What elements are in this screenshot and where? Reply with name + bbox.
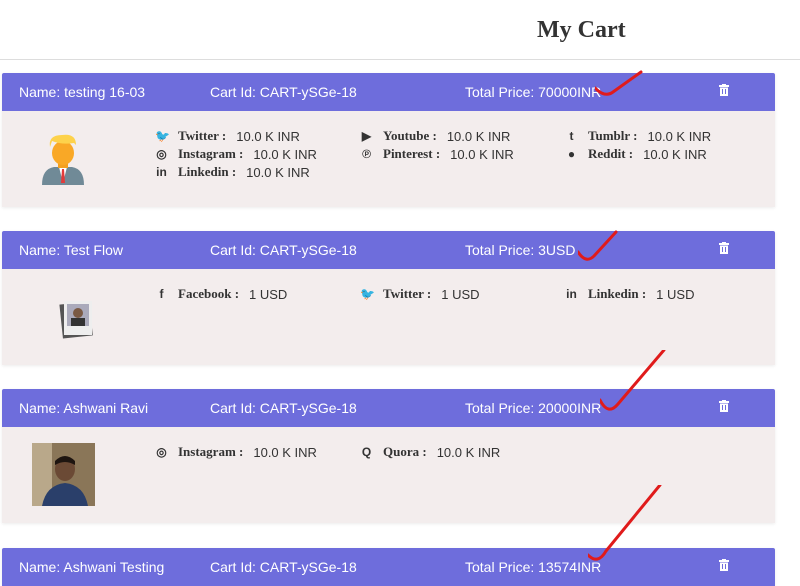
item-value: 10.0 K INR bbox=[246, 164, 310, 180]
cart-body: 🐦 Twitter : 10.0 K INR ◎ Instagram : 10.… bbox=[2, 111, 775, 207]
cart-item: ▶ Youtube : 10.0 K INR bbox=[360, 128, 511, 144]
cart-name: Name: Ashwani Testing bbox=[19, 559, 165, 575]
cart-item: in Linkedin : 10.0 K INR bbox=[155, 164, 310, 180]
facebook-icon: f bbox=[159, 286, 164, 301]
trash-icon[interactable] bbox=[719, 84, 729, 96]
youtube-icon: ▶ bbox=[361, 128, 372, 143]
cart-id: Cart Id: CART-ySGe-18 bbox=[210, 559, 357, 575]
cart-item: Q Quora : 10.0 K INR bbox=[360, 444, 500, 460]
cart-name: Name: Test Flow bbox=[19, 242, 123, 258]
instagram-icon: ◎ bbox=[156, 146, 167, 161]
item-label: Tumblr : bbox=[588, 128, 638, 143]
cart-card: Name: Ashwani Testing Cart Id: CART-ySGe… bbox=[2, 548, 775, 586]
item-label: Instagram : bbox=[178, 146, 244, 161]
item-label: Linkedin : bbox=[178, 164, 237, 179]
cart-item: 🐦 Twitter : 10.0 K INR bbox=[155, 128, 300, 144]
twitter-icon: 🐦 bbox=[360, 286, 375, 301]
cart-item: ℗ Pinterest : 10.0 K INR bbox=[360, 146, 514, 162]
item-label: Quora : bbox=[383, 444, 427, 459]
cart-item: f Facebook : 1 USD bbox=[155, 286, 288, 302]
item-value: 10.0 K INR bbox=[446, 128, 511, 144]
top-bar: My Cart bbox=[0, 0, 800, 60]
item-value: 10.0 K INR bbox=[450, 146, 514, 162]
instagram-icon: ◎ bbox=[156, 444, 167, 459]
cart-total-price: Total Price: 70000INR bbox=[465, 84, 602, 100]
cart-body: ◎ Instagram : 10.0 K INR Q Quora : 10.0 … bbox=[2, 427, 775, 523]
item-value: 1 USD bbox=[656, 286, 695, 302]
trash-icon[interactable] bbox=[719, 559, 729, 571]
item-value: 10.0 K INR bbox=[236, 128, 300, 144]
cart-total-price: Total Price: 13574INR bbox=[465, 559, 602, 575]
item-value: 1 USD bbox=[441, 286, 480, 302]
cart-item: ◎ Instagram : 10.0 K INR bbox=[155, 444, 317, 460]
item-value: 10.0 K INR bbox=[647, 128, 712, 144]
cart-header: Name: testing 16-03 Cart Id: CART-ySGe-1… bbox=[2, 73, 775, 111]
cart-item: in Linkedin : 1 USD bbox=[565, 286, 694, 302]
trash-icon[interactable] bbox=[719, 400, 729, 412]
cart-item: ◎ Instagram : 10.0 K INR bbox=[155, 146, 317, 162]
item-label: Facebook : bbox=[178, 286, 240, 301]
cart-card: Name: Ashwani Ravi Cart Id: CART-ySGe-18… bbox=[2, 389, 775, 523]
item-label: Twitter : bbox=[178, 128, 227, 143]
cart-item: 🐦 Twitter : 1 USD bbox=[360, 286, 480, 302]
item-label: Instagram : bbox=[178, 444, 244, 459]
cart-name: Name: testing 16-03 bbox=[19, 84, 146, 100]
photo-avatar bbox=[59, 301, 93, 339]
cart-card: Name: Test Flow Cart Id: CART-ySGe-18 To… bbox=[2, 231, 775, 365]
cart-item: ● Reddit : 10.0 K INR bbox=[565, 146, 707, 162]
quora-icon: Q bbox=[361, 444, 372, 459]
cart-card: Name: testing 16-03 Cart Id: CART-ySGe-1… bbox=[2, 73, 775, 207]
item-value: 10.0 K INR bbox=[253, 444, 317, 460]
cart-header: Name: Test Flow Cart Id: CART-ySGe-18 To… bbox=[2, 231, 775, 269]
cart-header: Name: Ashwani Testing Cart Id: CART-ySGe… bbox=[2, 548, 775, 586]
linkedin-icon: in bbox=[156, 164, 167, 179]
reddit-icon: ● bbox=[567, 146, 576, 161]
cartoon-man-avatar bbox=[42, 134, 84, 185]
item-label: Pinterest : bbox=[383, 146, 441, 161]
item-value: 1 USD bbox=[249, 286, 288, 302]
twitter-icon: 🐦 bbox=[155, 128, 170, 143]
page-title: My Cart bbox=[537, 17, 626, 43]
cart-id: Cart Id: CART-ySGe-18 bbox=[210, 242, 357, 258]
item-label: Linkedin : bbox=[588, 286, 647, 301]
item-value: 10.0 K INR bbox=[436, 444, 501, 460]
pinterest-icon: ℗ bbox=[362, 146, 371, 161]
item-value: 10.0 K INR bbox=[643, 146, 707, 162]
photo-avatar bbox=[32, 443, 95, 506]
cart-total-price: Total Price: 20000INR bbox=[465, 400, 602, 416]
cart-id: Cart Id: CART-ySGe-18 bbox=[210, 400, 357, 416]
cart-total-price: Total Price: 3USD bbox=[465, 242, 576, 258]
cart-name: Name: Ashwani Ravi bbox=[19, 400, 149, 416]
item-label: Youtube : bbox=[383, 128, 437, 143]
cart-id: Cart Id: CART-ySGe-18 bbox=[210, 84, 357, 100]
cart-item: t Tumblr : 10.0 K INR bbox=[565, 128, 712, 144]
item-value: 10.0 K INR bbox=[253, 146, 317, 162]
item-label: Twitter : bbox=[383, 286, 432, 301]
linkedin-icon: in bbox=[566, 286, 577, 301]
cart-body: f Facebook : 1 USD 🐦 Twitter : 1 USD in … bbox=[2, 269, 775, 365]
tumblr-icon: t bbox=[569, 128, 574, 143]
trash-icon[interactable] bbox=[719, 242, 729, 254]
cart-header: Name: Ashwani Ravi Cart Id: CART-ySGe-18… bbox=[2, 389, 775, 427]
item-label: Reddit : bbox=[588, 146, 634, 161]
